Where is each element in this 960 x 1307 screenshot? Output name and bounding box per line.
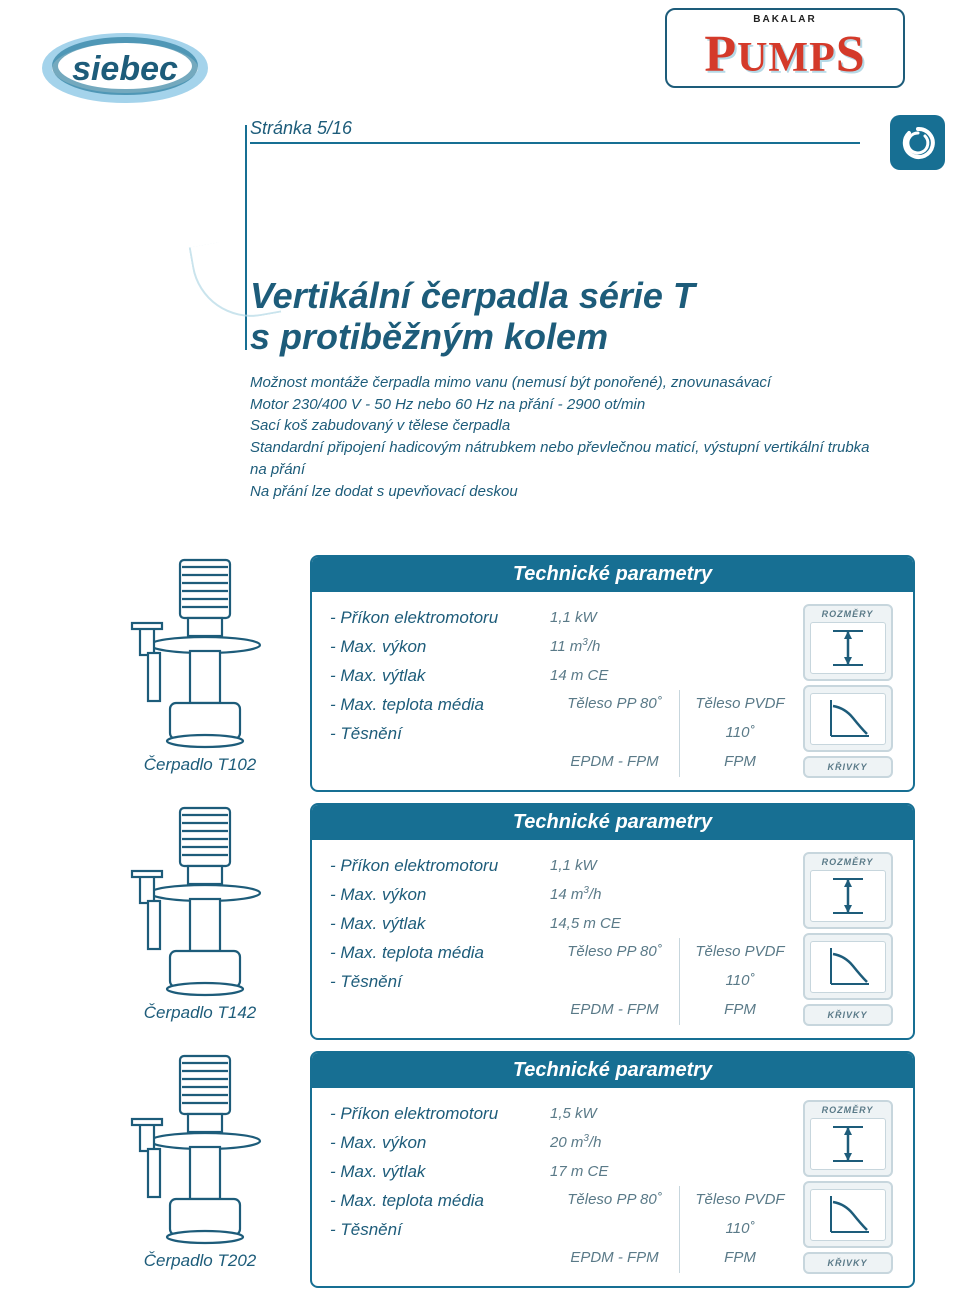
pump-row: Čerpadlo T142 Technické parametry - Přík… [0, 803, 960, 1041]
parameters-card: Technické parametry - Příkon elektromoto… [310, 555, 915, 792]
parameter-labels: - Příkon elektromotoru - Max. výkon - Ma… [330, 1100, 550, 1274]
swirl-icon [890, 115, 945, 170]
pump-illustration [110, 555, 290, 750]
page-header: siebec BAKALAR PUMPS Stránka 5/16 [0, 0, 960, 165]
parameter-labels: - Příkon elektromotoru - Max. výkon - Ma… [330, 604, 550, 778]
logo-pumps: BAKALAR PUMPS [665, 8, 905, 88]
parameter-labels: - Příkon elektromotoru - Max. výkon - Ma… [330, 852, 550, 1026]
pump-row: Čerpadlo T202 Technické parametry - Přík… [0, 1051, 960, 1289]
curves-label[interactable]: KŘIVKY [803, 1004, 893, 1026]
pump-model-label: Čerpadlo T202 [100, 1251, 300, 1271]
page-title: Vertikální čerpadla série T s protiběžný… [250, 275, 890, 358]
parameter-icons: ROZMĚRY KŘIVKY [800, 1100, 895, 1274]
parameter-icons: ROZMĚRY KŘIVKY [800, 604, 895, 778]
curves-icon[interactable] [803, 685, 893, 752]
page-number: Stránka 5/16 [250, 118, 860, 144]
parameter-values: 1,1 kW 11 m3/h 14 m CE Těleso PP 80˚Těle… [550, 604, 800, 778]
intro-text: Možnost montáže čerpadla mimo vanu (nemu… [250, 372, 890, 503]
parameter-icons: ROZMĚRY KŘIVKY [800, 852, 895, 1026]
curves-icon[interactable] [803, 1181, 893, 1248]
pump-illustration [110, 803, 290, 998]
curves-icon[interactable] [803, 933, 893, 1000]
logo-pumps-main: PUMPS [667, 25, 903, 84]
parameters-header: Technické parametry [312, 805, 913, 840]
logo-siebec: siebec [40, 18, 210, 108]
curves-label[interactable]: KŘIVKY [803, 756, 893, 778]
parameters-header: Technické parametry [312, 1053, 913, 1088]
logo-pumps-small: BAKALAR [667, 14, 903, 25]
logo-siebec-text: siebec [72, 50, 178, 88]
curves-label[interactable]: KŘIVKY [803, 1252, 893, 1274]
pump-row: Čerpadlo T102 Technické parametry - Přík… [0, 555, 960, 793]
pump-illustration [110, 1051, 290, 1246]
parameters-header: Technické parametry [312, 557, 913, 592]
dimensions-icon[interactable]: ROZMĚRY [803, 852, 893, 929]
pumps-list: Čerpadlo T102 Technické parametry - Přík… [0, 555, 960, 1299]
pump-model-label: Čerpadlo T142 [100, 1003, 300, 1023]
parameters-card: Technické parametry - Příkon elektromoto… [310, 1051, 915, 1288]
parameter-values: 1,5 kW 20 m3/h 17 m CE Těleso PP 80˚Těle… [550, 1100, 800, 1274]
pump-model-label: Čerpadlo T102 [100, 755, 300, 775]
parameter-values: 1,1 kW 14 m3/h 14,5 m CE Těleso PP 80˚Tě… [550, 852, 800, 1026]
title-block: Vertikální čerpadla série T s protiběžný… [250, 275, 890, 502]
dimensions-icon[interactable]: ROZMĚRY [803, 604, 893, 681]
parameters-card: Technické parametry - Příkon elektromoto… [310, 803, 915, 1040]
dimensions-icon[interactable]: ROZMĚRY [803, 1100, 893, 1177]
